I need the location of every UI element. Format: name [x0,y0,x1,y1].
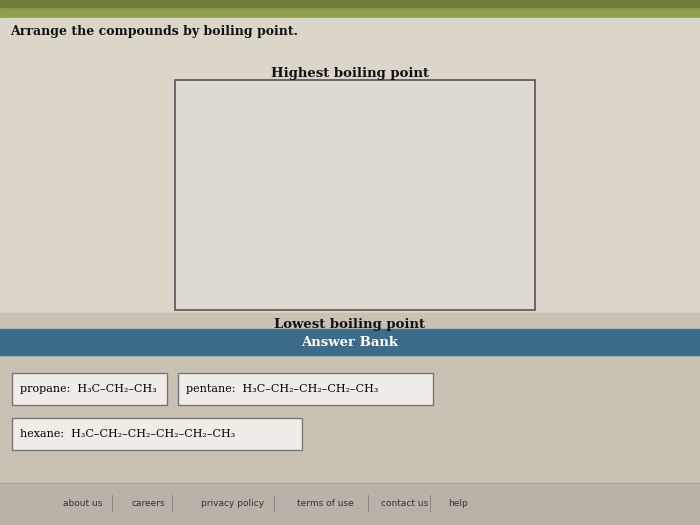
Text: terms of use: terms of use [297,499,354,509]
Text: propane:  H₃C–CH₂–CH₃: propane: H₃C–CH₂–CH₃ [20,384,157,394]
Bar [0,483,700,525]
Bar [0,18,700,355]
Text: hexane:  H₃C–CH₂–CH₂–CH₂–CH₂–CH₃: hexane: H₃C–CH₂–CH₂–CH₂–CH₂–CH₃ [20,429,235,439]
Bar [0,329,700,355]
Bar [12,373,167,405]
Bar [0,0,700,7]
Bar [178,373,433,405]
Text: Arrange the compounds by boiling point.: Arrange the compounds by boiling point. [10,25,298,38]
Bar [0,0,700,18]
Text: pentane:  H₃C–CH₂–CH₂–CH₂–CH₃: pentane: H₃C–CH₂–CH₂–CH₂–CH₃ [186,384,379,394]
Text: careers: careers [131,499,164,509]
Text: Answer Bank: Answer Bank [302,335,398,349]
Bar [12,418,302,450]
Bar [175,80,535,310]
Bar [0,313,700,483]
Text: about us: about us [63,499,103,509]
Text: Highest boiling point: Highest boiling point [271,67,429,80]
Text: contact us: contact us [382,499,428,509]
Text: help: help [448,499,468,509]
Text: privacy policy: privacy policy [202,499,265,509]
Text: Lowest boiling point: Lowest boiling point [274,318,426,331]
